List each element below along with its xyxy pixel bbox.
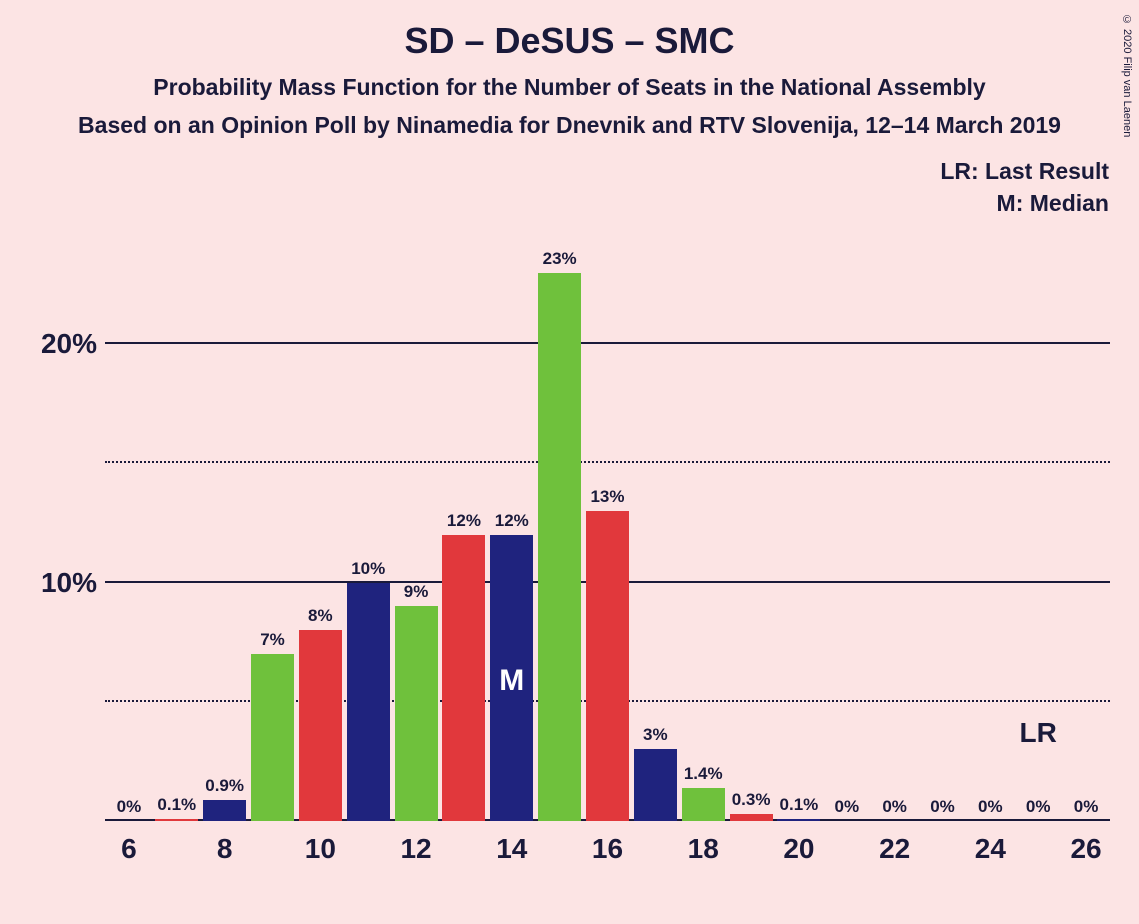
copyright-text: © 2020 Filip van Laenen	[1121, 14, 1133, 137]
bar-value-label: 0%	[882, 797, 907, 821]
bar-value-label: 12%	[447, 511, 481, 535]
x-axis-label: 10	[305, 821, 336, 865]
chart-subtitle-2: Based on an Opinion Poll by Ninamedia fo…	[0, 112, 1139, 139]
bar-value-label: 23%	[543, 249, 577, 273]
bar-value-label: 8%	[308, 606, 333, 630]
bar-value-label: 10%	[351, 559, 385, 583]
bar: 0.1%	[155, 819, 198, 821]
x-axis-label: 16	[592, 821, 623, 865]
y-axis-label: 10%	[41, 567, 105, 599]
bar: 23%	[538, 273, 581, 821]
bar: 0.3%	[730, 814, 773, 821]
bar-value-label: 0%	[117, 797, 142, 821]
x-axis-label: 22	[879, 821, 910, 865]
bar-value-label: 13%	[590, 487, 624, 511]
bar: 0.9%	[203, 800, 246, 821]
bar-value-label: 0%	[834, 797, 859, 821]
bar-value-label: 0.3%	[732, 790, 771, 814]
bar: 12%M	[490, 535, 533, 821]
x-axis-label: 8	[217, 821, 233, 865]
x-axis-label: 24	[975, 821, 1006, 865]
bar: 7%	[251, 654, 294, 821]
bar-value-label: 12%	[495, 511, 529, 535]
x-axis-label: 6	[121, 821, 137, 865]
bar: 8%	[299, 630, 342, 821]
bar: 12%	[442, 535, 485, 821]
x-axis-label: 26	[1070, 821, 1101, 865]
bar-value-label: 7%	[260, 630, 285, 654]
bar-value-label: 0.1%	[157, 795, 196, 819]
bar-value-label: 0.1%	[780, 795, 819, 819]
x-axis-label: 12	[400, 821, 431, 865]
bar-value-label: 9%	[404, 582, 429, 606]
chart-plot-area: 10%20% 0%0.1%0.9%7%8%10%9%12%12%M23%13%3…	[105, 225, 1110, 821]
legend-m: M: Median	[997, 190, 1109, 217]
bar: 1.4%	[682, 788, 725, 821]
bar: 10%	[347, 583, 390, 821]
bar: 9%	[395, 606, 438, 821]
median-marker: M	[499, 664, 524, 698]
bar-value-label: 0.9%	[205, 776, 244, 800]
chart-title: SD – DeSUS – SMC	[0, 0, 1139, 62]
bar: 13%	[586, 511, 629, 821]
y-axis-label: 20%	[41, 328, 105, 360]
bar-value-label: 0%	[1074, 797, 1099, 821]
bar-value-label: 3%	[643, 725, 668, 749]
bar-value-label: 0%	[930, 797, 955, 821]
lr-marker: LR	[1020, 717, 1057, 749]
x-axis-label: 14	[496, 821, 527, 865]
bars-container: 0%0.1%0.9%7%8%10%9%12%12%M23%13%3%1.4%0.…	[105, 225, 1110, 821]
bar: 3%	[634, 749, 677, 821]
bar-value-label: 1.4%	[684, 764, 723, 788]
bar-value-label: 0%	[978, 797, 1003, 821]
x-axis-label: 20	[783, 821, 814, 865]
chart-subtitle-1: Probability Mass Function for the Number…	[0, 74, 1139, 101]
legend-lr: LR: Last Result	[940, 158, 1109, 185]
x-axis-label: 18	[688, 821, 719, 865]
bar-value-label: 0%	[1026, 797, 1051, 821]
